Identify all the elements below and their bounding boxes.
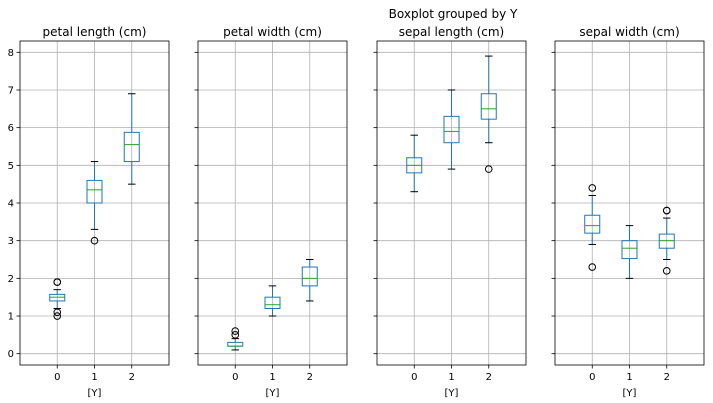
y-tick-label: 8 (8, 48, 14, 59)
box-group-2 (480, 55, 497, 173)
outlier-point-0 (662, 267, 671, 275)
x-tick-label: 2 (129, 372, 135, 383)
panels: 0 1 2 3 4 5 6 7 8 0 1 2 [Y] petal length (cm) 0 1 2 [Y] pe… (8, 25, 705, 399)
x-tick-label: 0 (54, 372, 60, 383)
x-tick-label: 2 (486, 372, 492, 383)
x-tick-label: 2 (307, 372, 313, 383)
x-tick-label: 1 (269, 372, 275, 383)
x-axis-label: [Y] (623, 388, 637, 399)
box-group-0 (406, 134, 423, 193)
x-tick-label: 0 (232, 372, 238, 383)
y-tick-label: 3 (8, 236, 14, 247)
x-tick-label: 0 (411, 372, 417, 383)
box-iqr (480, 93, 497, 120)
x-tick-label: 0 (589, 372, 595, 383)
outlier-point-1 (588, 184, 597, 192)
panel-1: 0 1 2 3 4 5 6 7 8 0 1 2 [Y] petal length (cm) (8, 25, 170, 399)
box-iqr (443, 115, 460, 144)
box-group-0 (584, 184, 601, 271)
x-axis-label: [Y] (88, 388, 102, 399)
box-group-1 (86, 161, 103, 245)
panel-2: 0 1 2 [Y] petal width (cm) (194, 25, 348, 399)
box-iqr (86, 179, 103, 204)
panel-title: sepal width (cm) (579, 25, 679, 39)
x-tick-label: 2 (664, 372, 670, 383)
y-tick-label: 6 (8, 123, 14, 134)
box-group-2 (123, 93, 140, 185)
box-group-2 (301, 259, 318, 302)
y-tick-label: 1 (8, 312, 14, 323)
panel-4: 0 1 2 [Y] sepal width (cm) (551, 25, 705, 399)
x-tick-label: 1 (626, 372, 632, 383)
outlier-point-1 (53, 308, 62, 317)
y-tick-label: 0 (8, 349, 14, 360)
x-tick-label: 1 (448, 372, 454, 383)
box-iqr (301, 266, 318, 287)
box-group-2 (658, 206, 675, 275)
x-axis-label: [Y] (266, 388, 280, 399)
y-tick-label: 5 (8, 161, 14, 172)
outlier-point-0 (588, 263, 597, 271)
box-group-0 (227, 327, 244, 351)
panel-title: petal width (cm) (223, 25, 322, 39)
y-tick-label: 7 (8, 85, 14, 96)
box-iqr (584, 214, 601, 234)
box-group-1 (443, 89, 460, 170)
y-tick-label: 2 (8, 274, 14, 285)
x-axis-label: [Y] (445, 388, 459, 399)
box-group-1 (621, 225, 638, 279)
panel-title: petal length (cm) (43, 25, 147, 39)
y-tick-label: 4 (8, 199, 14, 210)
outlier-point-0 (53, 312, 62, 320)
x-tick-label: 1 (91, 372, 97, 383)
box-iqr (123, 131, 140, 163)
outlier-point-2 (662, 206, 671, 215)
figure-suptitle: Boxplot grouped by Y (389, 7, 518, 21)
box-iqr (621, 240, 638, 260)
panel-3: 0 1 2 [Y] sepal length (cm) (373, 25, 527, 399)
box-iqr (264, 296, 281, 309)
outlier-point-0 (90, 236, 99, 245)
outlier-point-0 (231, 331, 240, 339)
outlier-point-0 (484, 165, 493, 173)
outlier-point-1 (231, 327, 240, 335)
panel-title: sepal length (cm) (399, 25, 504, 39)
box-group-0 (49, 278, 66, 320)
box-group-1 (264, 285, 281, 317)
outlier-point-3 (53, 278, 62, 286)
